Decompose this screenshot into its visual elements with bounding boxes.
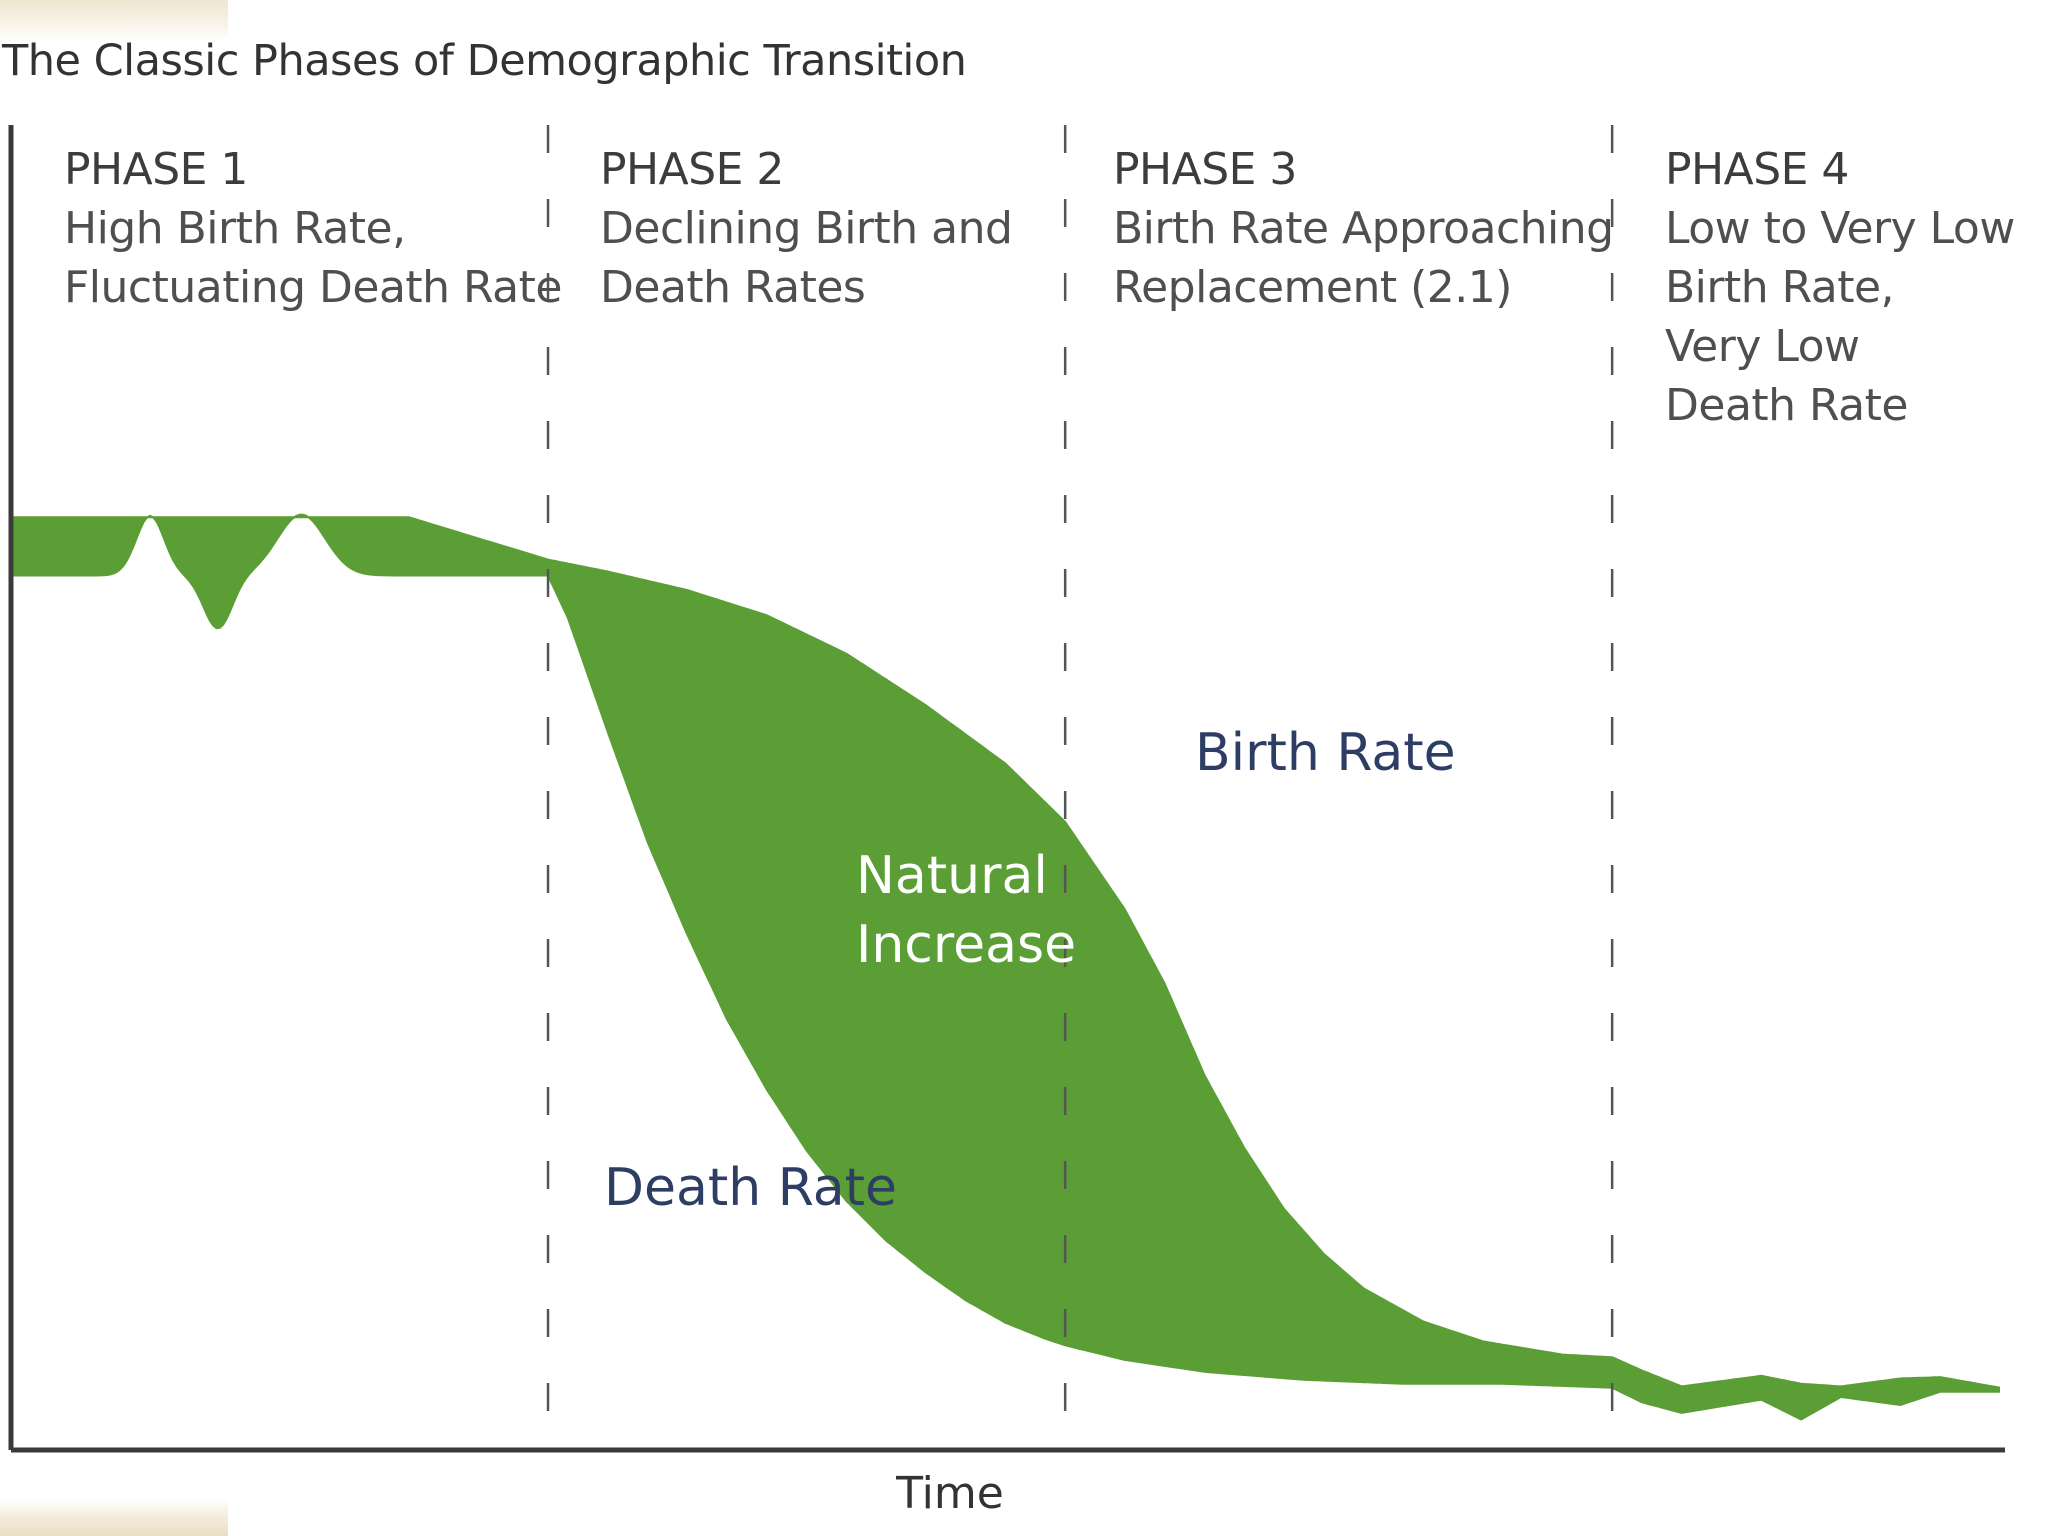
birth-rate-line xyxy=(11,516,2001,1389)
phase-1-description: High Birth Rate, Fluctuating Death Rate xyxy=(64,203,562,313)
natural-increase-area-2 xyxy=(309,517,2000,1420)
phase-1-name: PHASE 1 xyxy=(64,144,248,195)
chart-title: The Classic Phases of Demographic Transi… xyxy=(2,36,967,86)
natural-increase-label-line1: Natural xyxy=(856,846,1048,906)
phase-3-name: PHASE 3 xyxy=(1113,144,1297,195)
birth-rate-label: Birth Rate xyxy=(1195,723,1456,783)
natural-increase-area-1 xyxy=(153,517,293,629)
phase-4-header: PHASE 4 Low to Very Low Birth Rate, Very… xyxy=(1665,140,2015,435)
natural-increase-area-0 xyxy=(11,517,147,576)
area-fill-group xyxy=(11,513,2001,1421)
phase-2-description: Declining Birth and Death Rates xyxy=(600,203,1013,313)
death-rate-label: Death Rate xyxy=(604,1158,897,1218)
corner-decoration-bottom xyxy=(0,1500,228,1536)
death-rate-line xyxy=(11,513,2000,1421)
phase-2-name: PHASE 2 xyxy=(600,144,784,195)
phase-4-name: PHASE 4 xyxy=(1665,144,1849,195)
x-axis-label: Time xyxy=(895,1468,1004,1519)
natural-increase-label-line2: Increase xyxy=(856,915,1076,975)
phase-2-header: PHASE 2 Declining Birth and Death Rates xyxy=(600,140,1013,317)
phase-4-description: Low to Very Low Birth Rate, Very Low Dea… xyxy=(1665,203,2015,431)
phase-3-header: PHASE 3 Birth Rate Approaching Replaceme… xyxy=(1113,140,1614,317)
phase-1-header: PHASE 1 High Birth Rate, Fluctuating Dea… xyxy=(64,140,562,317)
corner-decoration-top xyxy=(0,0,228,42)
phase-3-description: Birth Rate Approaching Replacement (2.1) xyxy=(1113,203,1614,313)
